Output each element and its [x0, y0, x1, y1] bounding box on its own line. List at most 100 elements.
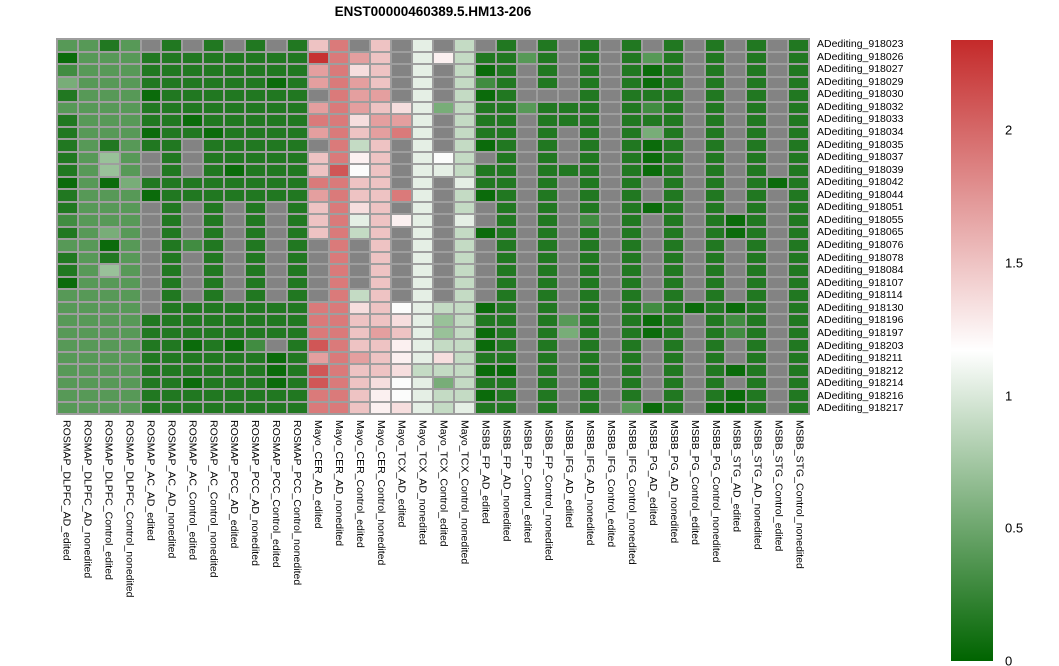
heatmap-cell [747, 277, 767, 288]
heatmap-cell [183, 190, 203, 201]
heatmap-cell [684, 240, 704, 251]
heatmap-cell [287, 215, 307, 226]
heatmap-cell [246, 390, 265, 401]
heatmap-cell [99, 402, 119, 413]
heatmap-cell [308, 390, 328, 401]
heatmap-cell [413, 215, 432, 226]
heatmap-cell [392, 140, 412, 151]
heatmap-cell [99, 252, 119, 263]
heatmap-cell [99, 127, 119, 138]
row-label: ADediting_918042 [817, 176, 904, 189]
heatmap-cell [329, 152, 349, 163]
column-label: Mayo_TCX_Control_nonedited [458, 420, 471, 565]
heatmap-cell [329, 352, 349, 363]
heatmap-cell [162, 402, 182, 413]
heatmap-cell [183, 127, 203, 138]
heatmap-cell [663, 127, 683, 138]
heatmap-cell [350, 152, 370, 163]
row-label: ADediting_918030 [817, 88, 904, 101]
heatmap-cell [663, 352, 683, 363]
heatmap-cell [559, 90, 579, 101]
heatmap-cell [141, 252, 161, 263]
heatmap-cell [162, 152, 182, 163]
heatmap-cell [684, 52, 704, 63]
heatmap-cell [392, 152, 412, 163]
heatmap-cell [162, 127, 182, 138]
heatmap-cell [329, 402, 349, 413]
heatmap-cell [266, 152, 286, 163]
heatmap-cell [496, 40, 516, 51]
heatmap-cell [371, 252, 391, 263]
heatmap-cell [308, 315, 328, 326]
heatmap-cell [559, 290, 579, 301]
heatmap-cell [246, 52, 265, 63]
heatmap-cell [99, 77, 119, 88]
heatmap-cell [58, 127, 77, 138]
heatmap-cell [789, 52, 808, 63]
column-label: MSBB_STG_Control_edited [772, 420, 785, 552]
heatmap-cell [454, 302, 474, 313]
heatmap-cell [308, 115, 328, 126]
heatmap-cell [642, 102, 662, 113]
heatmap-cell [726, 165, 746, 176]
heatmap-cell [559, 177, 579, 188]
heatmap-cell [329, 290, 349, 301]
heatmap-cell [371, 165, 391, 176]
heatmap-cell [559, 115, 579, 126]
heatmap-cell [642, 240, 662, 251]
heatmap-cell [475, 165, 495, 176]
heatmap-cell [371, 340, 391, 351]
heatmap-cell [350, 265, 370, 276]
heatmap-cell [225, 127, 244, 138]
heatmap-cell [496, 377, 516, 388]
heatmap-cell [705, 40, 725, 51]
heatmap-cell [266, 352, 286, 363]
heatmap-cell [601, 340, 620, 351]
heatmap-cell [266, 190, 286, 201]
heatmap-cell [663, 190, 683, 201]
heatmap-cell [747, 40, 767, 51]
row-label: ADediting_918114 [817, 289, 903, 302]
heatmap-cell [747, 215, 767, 226]
heatmap-cell [99, 215, 119, 226]
heatmap-cell [141, 90, 161, 101]
heatmap-cell [496, 65, 516, 76]
heatmap-cell [350, 227, 370, 238]
heatmap-cell [642, 402, 662, 413]
heatmap-cell [747, 290, 767, 301]
heatmap-cell [559, 102, 579, 113]
column-label: Mayo_TCX_AD_edited [395, 420, 408, 528]
heatmap-cell [726, 227, 746, 238]
heatmap-cell [684, 152, 704, 163]
heatmap-cell [141, 140, 161, 151]
heatmap-cell [496, 302, 516, 313]
heatmap-cell [308, 165, 328, 176]
heatmap-cell [78, 202, 98, 213]
heatmap-cell [225, 215, 244, 226]
heatmap-cell [768, 152, 788, 163]
heatmap-cell [705, 265, 725, 276]
column-label: Mayo_TCX_AD_nonedited [416, 420, 429, 545]
heatmap-cell [329, 240, 349, 251]
heatmap-cell [454, 165, 474, 176]
heatmap-cell [287, 127, 307, 138]
row-label: ADediting_918216 [817, 389, 904, 402]
heatmap-cell [642, 340, 662, 351]
heatmap-cell [246, 140, 265, 151]
heatmap-cell [162, 177, 182, 188]
heatmap-cell [225, 177, 244, 188]
heatmap-cell [559, 215, 579, 226]
row-label: ADediting_918051 [817, 201, 904, 214]
heatmap-cell [642, 290, 662, 301]
heatmap-cell [392, 302, 412, 313]
heatmap-cell [705, 290, 725, 301]
heatmap-cell [434, 140, 453, 151]
heatmap-cell [141, 190, 161, 201]
heatmap-cell [329, 115, 349, 126]
heatmap-cell [434, 265, 453, 276]
heatmap-cell [768, 315, 788, 326]
heatmap-cell [413, 152, 432, 163]
heatmap-cell [642, 190, 662, 201]
heatmap-cell [141, 65, 161, 76]
row-label: ADediting_918035 [817, 138, 904, 151]
